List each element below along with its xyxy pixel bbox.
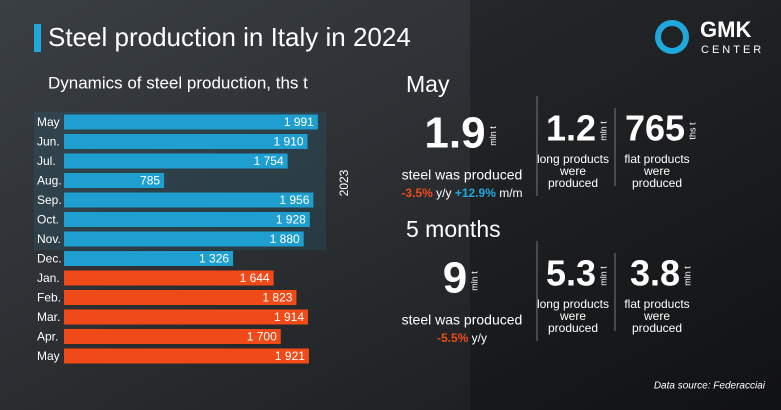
section-heading: May (406, 71, 450, 97)
bar (64, 348, 309, 364)
stat-change: -5.5% y/y (437, 331, 487, 345)
category-label: May (37, 115, 60, 129)
value-label: 1 956 (279, 193, 309, 207)
bar (64, 173, 165, 188)
stat-value: 3.8 (630, 253, 680, 294)
category-label: Jun. (37, 135, 60, 149)
stat-caption: were (559, 164, 586, 178)
category-label: Jan. (37, 271, 60, 285)
stat-caption: long products (537, 152, 609, 166)
logo-bottom: CENTER (701, 44, 764, 56)
shade (470, 0, 781, 410)
stat-caption: flat products (624, 152, 689, 166)
change-part: m/m (499, 186, 522, 200)
stat-caption: produced (548, 321, 598, 335)
bar (64, 329, 281, 344)
change-part: y/y (472, 331, 487, 345)
stat-value: 5.3 (546, 253, 596, 294)
value-label: 1 991 (284, 115, 314, 129)
section-heading: 5 months (406, 216, 501, 242)
category-label: Mar. (37, 310, 60, 324)
stat-caption: were (559, 309, 586, 323)
value-label: 1 754 (254, 154, 284, 168)
stat-unit: mln t (470, 271, 480, 291)
stat-caption: long products (537, 297, 609, 311)
category-label: Nov. (37, 232, 61, 246)
stat-value: 1.9 (424, 109, 485, 158)
chart-title: Dynamics of steel production, ths t (48, 73, 308, 92)
value-label: 1 644 (240, 271, 270, 285)
stat-value: 9 (443, 254, 467, 303)
stat-change: -3.5% y/y +12.9% m/m (401, 186, 522, 200)
change-part: -5.5% (437, 331, 469, 345)
category-label: Jul. (37, 154, 56, 168)
category-label: Oct. (37, 213, 59, 227)
stat-unit: mln t (682, 266, 692, 286)
value-label: 1 921 (275, 349, 305, 363)
stat-caption: were (643, 164, 670, 178)
value-label: 1 910 (273, 135, 303, 149)
bar (64, 309, 309, 325)
stat-caption: were (643, 309, 670, 323)
value-label: 1 326 (199, 252, 229, 266)
change-part: y/y (436, 186, 451, 200)
category-label: May (37, 349, 60, 363)
bar (64, 290, 297, 305)
stat-caption: produced (548, 176, 598, 190)
stat-caption: produced (632, 176, 682, 190)
bar (64, 153, 288, 169)
category-label: Apr. (37, 330, 58, 344)
source: Data source: Federacciai (654, 381, 766, 392)
stat-unit: mln t (598, 121, 608, 141)
change-part: -3.5% (401, 186, 433, 200)
stat-caption: flat products (624, 297, 689, 311)
category-label: Aug. (37, 174, 62, 188)
stat-unit: ths t (687, 122, 697, 140)
title-accent (34, 24, 41, 52)
value-label: 1 880 (270, 232, 300, 246)
category-label: Dec. (37, 252, 62, 266)
value-label: 1 823 (262, 291, 292, 305)
bar (64, 251, 234, 266)
category-label: Sep. (37, 193, 62, 207)
bar (64, 192, 314, 208)
value-label: 1 700 (247, 330, 277, 344)
title: Steel production in Italy in 2024 (48, 22, 411, 52)
group-label: 2023 (337, 169, 351, 196)
stat-unit: mln t (488, 126, 498, 146)
bar (64, 270, 274, 286)
bar (64, 134, 308, 149)
stat-unit: mln t (598, 266, 608, 286)
value-label: 1 914 (274, 310, 304, 324)
stat-value: 765 (625, 108, 685, 149)
value-label: 785 (140, 174, 160, 188)
change-part: +12.9% (455, 186, 496, 200)
stat-caption: steel was produced (402, 167, 523, 183)
category-label: Feb. (37, 291, 61, 305)
logo-top: GMK (700, 17, 751, 42)
stat-value: 1.2 (546, 108, 596, 149)
stat-caption: steel was produced (402, 312, 523, 328)
bar (64, 114, 318, 130)
value-label: 1 928 (276, 213, 306, 227)
logo-icon (655, 20, 689, 54)
bar (64, 231, 304, 247)
stat-caption: produced (632, 321, 682, 335)
bar (64, 212, 310, 227)
